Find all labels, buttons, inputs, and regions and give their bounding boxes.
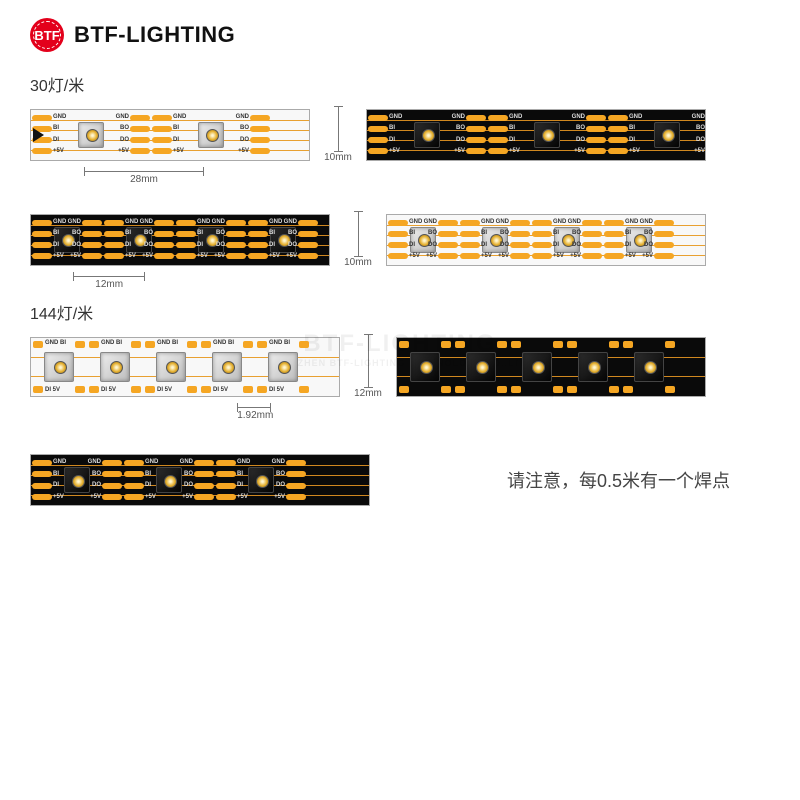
- strip-60-black: GNDBODO+5VGNDBIDI+5VGNDBODO+5VGNDBIDI+5V…: [30, 214, 330, 266]
- strip-30-black: GNDBODO+5VGNDBIDI+5VGNDBODO+5VGNDBIDI+5V…: [366, 109, 706, 161]
- section-30-label: 30灯/米: [0, 62, 800, 102]
- strip-144-black: [396, 337, 706, 397]
- dim-30-height: 10mm: [320, 106, 356, 163]
- section-144-label: 144灯/米: [0, 290, 800, 330]
- logo-icon: BTF: [30, 18, 64, 52]
- row-30: GNDBODO+5VGNDBIDI+5VGNDBODO+5VGNDBIDI+5V…: [0, 102, 800, 167]
- strip-144-white: GND BIDI 5VGND BIDI 5VGND BIDI 5VGND BID…: [30, 337, 340, 397]
- brand-header: BTF BTF-LIGHTING: [0, 0, 800, 62]
- dim-144-height: 12mm: [350, 334, 386, 399]
- dim-30-pitch: 28mm: [84, 167, 204, 185]
- dim-60-pitch: 12mm: [73, 272, 145, 290]
- row-bottom: GNDBODO+5VGNDBIDI+5VGNDBODO+5VGNDBIDI+5V…: [0, 443, 800, 517]
- strip-30-white: GNDBODO+5VGNDBIDI+5VGNDBODO+5VGNDBIDI+5V: [30, 109, 310, 161]
- row-60: GNDBODO+5VGNDBIDI+5VGNDBODO+5VGNDBIDI+5V…: [0, 207, 800, 272]
- dim-60-height: 10mm: [340, 211, 376, 268]
- solder-note: 请注意，每0.5米有一个焊点: [467, 447, 770, 513]
- strip-60-white: GNDBODO+5VGNDBIDI+5VGNDBODO+5VGNDBIDI+5V…: [386, 214, 706, 266]
- dim-144-pitch: 1.92mm: [237, 403, 271, 421]
- strip-bottom-black: GNDBODO+5VGNDBIDI+5VGNDBODO+5VGNDBIDI+5V…: [30, 454, 370, 506]
- brand-name: BTF-LIGHTING: [74, 22, 235, 48]
- row-144: GND BIDI 5VGND BIDI 5VGND BIDI 5VGND BID…: [0, 330, 800, 403]
